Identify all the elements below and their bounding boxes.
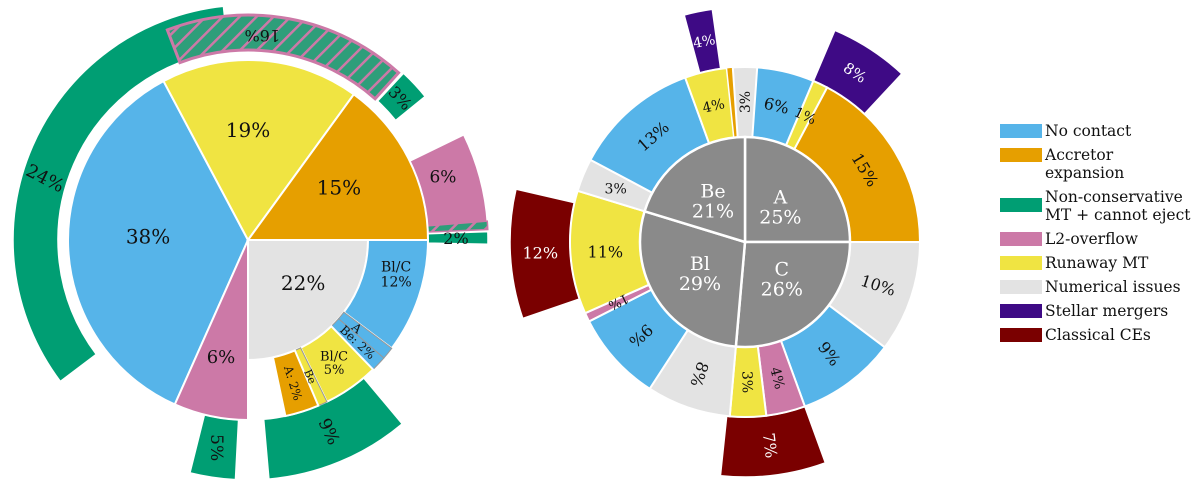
legend-swatch <box>1000 124 1042 138</box>
wedge-center-c <box>734 240 852 349</box>
label-c-run: 3% <box>738 371 754 393</box>
legend-item: Accretor expansion <box>1000 146 1195 182</box>
label-num-blc: Bl/C 12% <box>381 260 412 291</box>
legend-item: Runaway MT <box>1000 254 1195 272</box>
legend-swatch <box>1000 328 1042 342</box>
wedge-l2 <box>173 239 249 422</box>
legend-swatch <box>1000 198 1042 212</box>
wedge-ncmt-24 <box>12 5 229 383</box>
wedge-num-gap <box>248 357 286 420</box>
label-bl-run: 11% <box>588 242 624 261</box>
wedge-accretor <box>246 92 430 241</box>
wedge-center-a <box>743 135 852 244</box>
legend-swatch <box>1000 280 1042 294</box>
label-hatch-16: 16% <box>245 26 281 45</box>
legend-label: Non-conservative MT + cannot eject <box>1045 188 1191 224</box>
label-be-merge: 4% <box>692 32 717 52</box>
wedge-hatch-16 <box>165 13 401 101</box>
legend-swatch <box>1000 148 1042 162</box>
label-be-num: 3% <box>605 181 627 197</box>
label-center-a: A 25% <box>759 186 801 228</box>
legend: No contact Accretor expansion Non-conserva… <box>1000 122 1195 350</box>
label-no-contact: 38% <box>126 225 170 249</box>
label-bl-ce: 12% <box>522 243 558 262</box>
left-sunburst-chart: 38%19%15%22%6%16%24%3%6%2%5% 9%Bl/C 12%ABe… <box>12 5 489 481</box>
label-center-be: Be 21% <box>692 181 734 223</box>
legend-item: Stellar mergers <box>1000 302 1195 320</box>
legend-label: Numerical issues <box>1045 278 1181 296</box>
label-accretor: 15% <box>317 176 361 200</box>
wedge-runaway <box>162 59 356 242</box>
label-l2: 6% <box>207 347 236 368</box>
wedge-center-be <box>643 135 747 244</box>
legend-label: L2-overflow <box>1045 230 1138 248</box>
legend-label: Stellar mergers <box>1045 302 1169 320</box>
legend-item: Numerical issues <box>1000 278 1195 296</box>
label-numerical: 22% <box>281 271 325 295</box>
label-be-run: 4% <box>701 96 726 117</box>
label-c-ce: 7% <box>759 432 781 460</box>
legend-item: Classical CEs <box>1000 326 1195 344</box>
legend-label: Accretor expansion <box>1045 146 1125 182</box>
legend-label: Classical CEs <box>1045 326 1151 344</box>
sunburst-figure: 38%19%15%22%6%16%24%3%6%2%5% 9%Bl/C 12%ABe… <box>12 5 922 481</box>
label-run-blc: Bl/C 5% <box>320 350 348 379</box>
legend-item: Non-conservative MT + cannot eject <box>1000 188 1195 224</box>
legend-swatch <box>1000 304 1042 318</box>
label-c-l2: 4% <box>766 366 787 391</box>
legend-item: L2-overflow <box>1000 230 1195 248</box>
wedge-center-bl <box>638 209 747 348</box>
wedge-ncmt-3 <box>376 72 427 122</box>
label-ncmt-2: 2% <box>443 229 468 248</box>
right-sunburst-chart: A 25%C 26%Bl 29%Be 21%6% 1%15%8%10%9%4%3%7%8%… <box>509 8 922 478</box>
label-ncmt-5: 5% <box>206 434 226 461</box>
legend-swatch <box>1000 256 1042 270</box>
legend-item: No contact <box>1000 122 1195 140</box>
label-center-bl: Bl 29% <box>679 253 721 295</box>
label-run-be: Be <box>301 367 319 386</box>
wedge-no-contact <box>67 79 250 406</box>
legend-label: No contact <box>1045 122 1132 140</box>
label-runaway: 19% <box>226 118 270 142</box>
label-be-num2: 3% <box>738 91 754 113</box>
label-l2-right: 6% <box>429 168 456 188</box>
legend-swatch <box>1000 232 1042 246</box>
label-center-c: C 26% <box>761 258 803 300</box>
legend-label: Runaway MT <box>1045 254 1149 272</box>
